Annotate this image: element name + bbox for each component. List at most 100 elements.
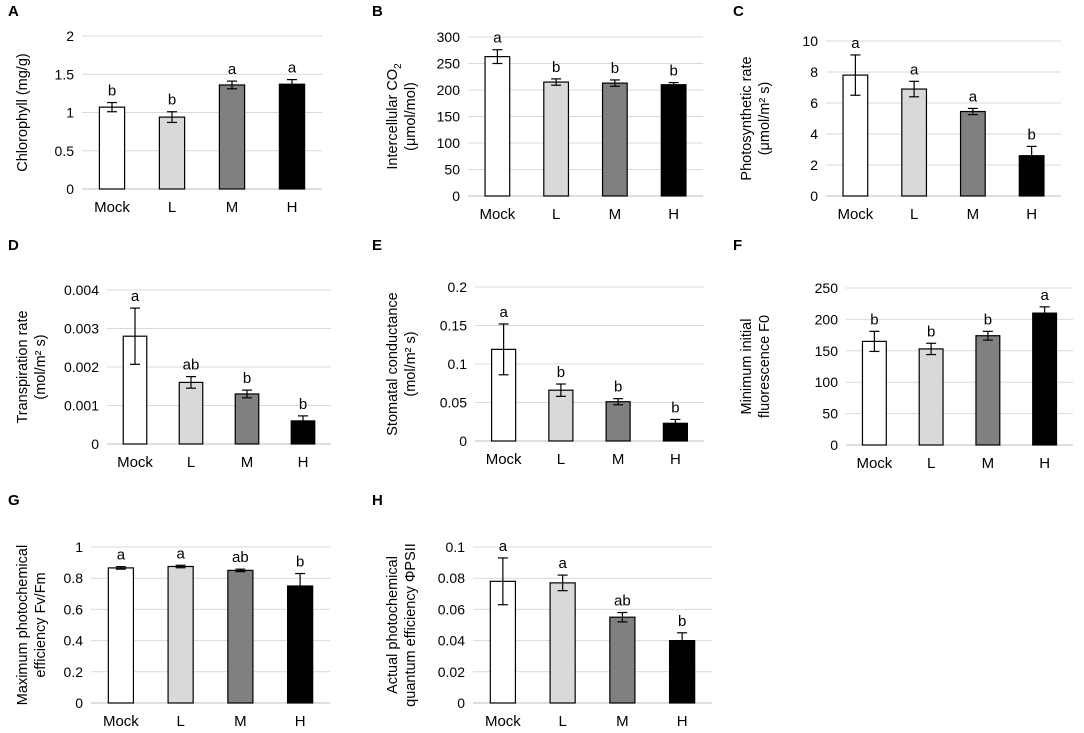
panel-e-bar-m [605, 401, 631, 442]
panel-b-errorbar-h [668, 81, 679, 88]
panel-h-bar-l [549, 582, 576, 704]
panel-e-category-label: M [612, 451, 625, 468]
panel-h-significance-label: b [678, 613, 686, 630]
panel-d-significance-label: b [299, 396, 307, 413]
panel-d-bar-m [234, 393, 260, 445]
panel-d-ylabel: (mol/m² s) [33, 334, 49, 399]
panel-f-significance-label: a [1040, 287, 1049, 304]
panel-a-category-label: Mock [94, 199, 130, 216]
panel-c-ytick-label: 8 [810, 64, 818, 80]
panel-a-ytick-label: 0.5 [55, 143, 75, 159]
panel-f-errorbar-h [1039, 306, 1050, 320]
panel-c-bar-m [959, 110, 986, 197]
panel-a-bar-mock [98, 106, 126, 190]
panel-g-ytick-label: 0.8 [64, 570, 84, 586]
panel-b-letter: B [372, 3, 383, 20]
panel-a: A 0 0.5 1 1.5 2 b Mock b La Ma H Chlorophyll (mg/g) [8, 3, 322, 216]
panel-h-significance-label: a [558, 555, 567, 572]
panel-h-significance-label: ab [614, 593, 631, 610]
panel-d-ylabel: Transpiration rate [15, 310, 31, 423]
panel-g-category-label: L [176, 713, 184, 730]
panel-d-significance-label: ab [183, 357, 200, 374]
panel-b-significance-label: b [552, 59, 560, 76]
panel-b-ytick-label: 300 [437, 29, 461, 45]
panel-g-bar-m [227, 569, 254, 704]
panel-c-significance-label: b [1027, 126, 1035, 143]
panel-h-category-label: Mock [485, 713, 521, 730]
panel-d-letter: D [8, 237, 19, 254]
panel-c: C 0 2 4 6 8 10 a Mock a La Mb H Photosynthetic rate (μ… [733, 3, 1061, 223]
panel-a-ytick-label: 0 [66, 181, 74, 197]
panel-g-bar-l [167, 565, 194, 704]
panel-c-category-label: H [1026, 206, 1037, 223]
panel-f-ytick-label: 250 [815, 280, 839, 296]
panel-c-significance-label: a [969, 88, 978, 105]
panel-g-errorbar-l [175, 564, 186, 569]
panel-g-category-label: Mock [103, 713, 139, 730]
panel-c-category-label: Mock [837, 206, 873, 223]
panel-b-errorbar-m [609, 79, 620, 87]
panel-f-ytick-label: 200 [815, 311, 839, 327]
panel-f-errorbar-mock [869, 330, 880, 353]
panel-f-category-label: M [982, 455, 995, 472]
panel-a-significance-label: b [108, 83, 116, 100]
panel-g-ylabel: Maximum photochemical [15, 545, 31, 705]
panel-b-category-label: Mock [479, 206, 515, 223]
panel-h: H 0 0.02 0.04 0.06 0.08 0.1 a Mock a Lab Mb H Actual … [372, 492, 712, 730]
panel-e-ytick-label: 0.15 [440, 318, 467, 334]
panel-g-bar-mock [107, 567, 135, 704]
panel-b-significance-label: b [611, 60, 619, 77]
panel-b-bar-mock [484, 56, 511, 197]
panel-g-errorbar-m [235, 568, 246, 573]
panel-f-category-label: Mock [856, 455, 892, 472]
panel-e-category-label: H [670, 451, 681, 468]
panel-a-significance-label: a [228, 61, 237, 78]
panel-g-ytick-label: 0.2 [64, 664, 84, 680]
panel-c-ylabel: Photosynthetic rate [739, 56, 755, 180]
panel-e-errorbar-m [613, 398, 624, 406]
panel-e-significance-label: b [671, 399, 679, 416]
panel-a-errorbar-mock [107, 101, 117, 113]
panel-h-errorbar-mock [497, 557, 508, 606]
panel-g-significance-label: a [117, 547, 126, 564]
panel-c-ytick-label: 6 [810, 95, 818, 111]
panel-h-errorbar-m [617, 611, 628, 623]
panel-f-ytick-label: 100 [815, 374, 839, 390]
panel-g-errorbar-mock [115, 566, 126, 570]
panel-g-category-label: H [295, 713, 306, 730]
panel-e-ytick-label: 0.1 [448, 356, 468, 372]
panel-c-ytick-label: 2 [810, 157, 818, 173]
panel-d-category-label: M [241, 454, 254, 471]
panel-a-errorbar-h [287, 79, 297, 90]
panel-b-bar-l [543, 81, 570, 197]
panel-c-ytick-label: 4 [810, 126, 818, 142]
panel-d-category-label: Mock [117, 454, 153, 471]
panel-f-ytick-label: 50 [822, 406, 838, 422]
panel-e: E 0 0.05 0.1 0.15 0.2 a Mock b Lb Mb H Stomatal cond… [372, 237, 704, 468]
panel-f-letter: F [733, 237, 742, 254]
panel-a-category-label: L [168, 199, 176, 216]
panel-a-ytick-label: 1.5 [55, 66, 75, 82]
panel-d-errorbar-l [186, 376, 196, 389]
panel-c-errorbar-m [967, 107, 978, 116]
panel-f-significance-label: b [927, 323, 935, 340]
panel-f-category-label: L [927, 455, 935, 472]
panel-f-errorbar-m [982, 330, 993, 341]
panel-e-errorbar-h [670, 418, 681, 428]
panel-h-bar-h [668, 639, 696, 704]
panel-b-category-label: M [609, 206, 622, 223]
panel-g-ytick-label: 1 [75, 539, 83, 555]
panel-e-significance-label: a [499, 304, 508, 321]
panel-g: G 0 0.2 0.4 0.6 0.8 1 a Mock a Lab Mb H Maximum photo… [8, 492, 330, 730]
panel-b-ytick-label: 100 [437, 135, 461, 151]
panel-f-bar-m [975, 335, 1001, 446]
panel-b-significance-label: a [493, 30, 502, 47]
panel-h-ytick-label: 0.06 [438, 601, 465, 617]
panel-h-ytick-label: 0.1 [446, 539, 466, 555]
panel-d-significance-label: a [131, 288, 140, 305]
panel-h-ytick-label: 0.02 [438, 664, 465, 680]
panel-f-category-label: H [1039, 455, 1050, 472]
panel-h-ytick-label: 0.04 [438, 633, 465, 649]
panel-d-ytick-label: 0.004 [64, 282, 99, 298]
panel-d-errorbar-h [298, 415, 308, 427]
